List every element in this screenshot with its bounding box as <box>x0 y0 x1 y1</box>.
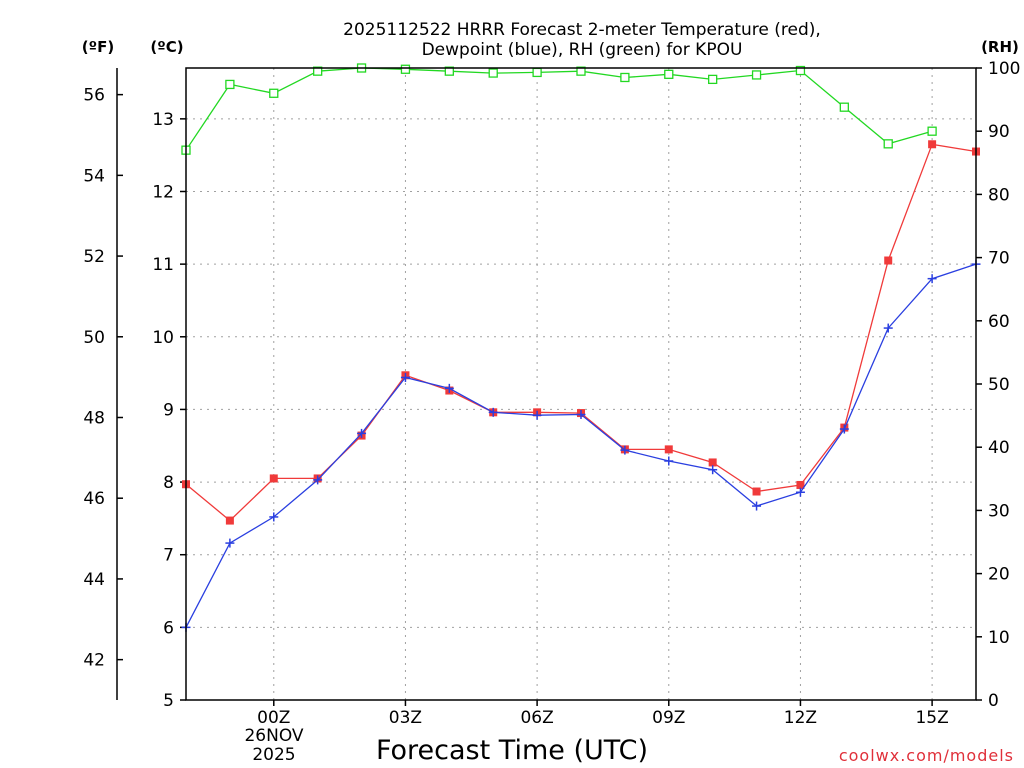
celsius-tick-label: 10 <box>152 328 174 348</box>
x-tick-label: 03Z <box>389 708 422 728</box>
date-label-day: 26NOV <box>244 726 303 746</box>
dewpoint-point <box>400 372 410 382</box>
celsius-tick-label: 5 <box>163 691 174 711</box>
rh-unit-label: (RH) <box>981 38 1019 56</box>
rh-point <box>400 64 411 74</box>
rh-tick-label: 0 <box>988 691 999 711</box>
celsius-tick-label: 9 <box>163 400 174 420</box>
rh-tick-label: 70 <box>988 249 1010 269</box>
fahrenheit-tick-label: 42 <box>83 651 105 671</box>
rh-line <box>185 67 933 151</box>
celsius-tick-label: 6 <box>163 618 174 638</box>
temperature-point <box>708 458 717 467</box>
fahrenheit-tick-label: 54 <box>83 166 105 186</box>
celsius-tick-label: 13 <box>152 110 174 130</box>
fahrenheit-tick-label: 52 <box>83 247 105 267</box>
plot-frame <box>185 67 977 701</box>
dewpoint-point <box>839 424 849 434</box>
rh-tick-label: 100 <box>988 59 1020 79</box>
temperature-point <box>664 445 673 454</box>
celsius-tick-label: 12 <box>152 182 174 202</box>
dewpoint-point <box>927 274 937 284</box>
celsius-tick-label: 7 <box>163 546 174 566</box>
temperature-point <box>225 516 234 525</box>
temperature-point <box>752 487 761 496</box>
dewpoint-point <box>313 475 323 485</box>
date-label-year: 2025 <box>252 745 295 765</box>
rh-point <box>708 74 718 85</box>
x-axis-title: Forecast Time (UTC) <box>376 735 648 766</box>
rh-point <box>620 72 630 83</box>
dewpoint-point <box>620 445 630 455</box>
dewpoint-point <box>488 407 498 417</box>
x-tick-label: 12Z <box>784 708 817 728</box>
rh-point <box>795 65 806 76</box>
dewpoint-point <box>752 501 762 511</box>
axes: 5678910111213424446485052545601020304050… <box>83 59 1020 728</box>
rh-point <box>883 139 893 149</box>
rh-point <box>225 79 235 90</box>
dewpoint-point <box>664 456 674 466</box>
temperature-point <box>928 140 937 149</box>
dewpoint-point <box>225 538 235 548</box>
dewpoint-point <box>795 487 805 497</box>
temperature-point <box>796 480 805 489</box>
x-tick-label: 09Z <box>652 708 685 728</box>
rh-tick-label: 90 <box>988 122 1010 142</box>
chart-title-line2: Dewpoint (blue), RH (green) for KPOU <box>422 40 743 60</box>
rh-tick-label: 40 <box>988 438 1010 458</box>
rh-tick-label: 50 <box>988 375 1010 395</box>
credit-link[interactable]: coolwx.com/models <box>839 746 1014 765</box>
fahrenheit-tick-label: 44 <box>83 570 105 590</box>
rh-tick-label: 80 <box>988 185 1010 205</box>
rh-tick-label: 10 <box>988 628 1010 648</box>
celsius-unit-label: (ºC) <box>150 38 183 56</box>
series-layer <box>181 63 981 632</box>
rh-point <box>313 66 323 76</box>
fahrenheit-tick-label: 50 <box>83 328 105 348</box>
fahrenheit-tick-label: 48 <box>83 408 105 428</box>
dewpoint-point <box>883 323 893 333</box>
chart-title-line1: 2025112522 HRRR Forecast 2-meter Tempera… <box>343 20 821 40</box>
fahrenheit-tick-label: 56 <box>83 86 105 106</box>
x-tick-label: 00Z <box>257 708 290 728</box>
celsius-tick-label: 8 <box>163 473 174 493</box>
dewpoint-point <box>532 410 542 420</box>
fahrenheit-unit-label: (ºF) <box>82 38 114 56</box>
rh-tick-label: 20 <box>988 565 1010 585</box>
temperature-point <box>884 256 893 265</box>
fahrenheit-tick-label: 46 <box>83 489 105 509</box>
rh-point <box>576 66 586 76</box>
dewpoint-point <box>269 512 279 522</box>
dewpoint-line <box>185 263 977 628</box>
rh-point <box>269 88 279 98</box>
celsius-tick-label: 11 <box>152 255 174 275</box>
rh-point <box>751 70 762 80</box>
rh-point <box>927 126 937 136</box>
rh-point <box>532 67 542 78</box>
dewpoint-point <box>576 410 586 420</box>
grid-lines <box>186 68 976 700</box>
dewpoint-point <box>708 465 718 475</box>
x-tick-label: 06Z <box>520 708 553 728</box>
rh-tick-label: 60 <box>988 312 1010 332</box>
dewpoint-point <box>444 383 454 393</box>
x-tick-label: 15Z <box>915 708 948 728</box>
temperature-line <box>185 143 977 522</box>
rh-point <box>444 66 454 76</box>
rh-point <box>839 102 849 112</box>
rh-point <box>488 68 498 78</box>
rh-tick-label: 30 <box>988 501 1010 521</box>
rh-point <box>664 69 674 79</box>
temperature-point <box>269 474 278 483</box>
dewpoint-point <box>357 428 367 438</box>
